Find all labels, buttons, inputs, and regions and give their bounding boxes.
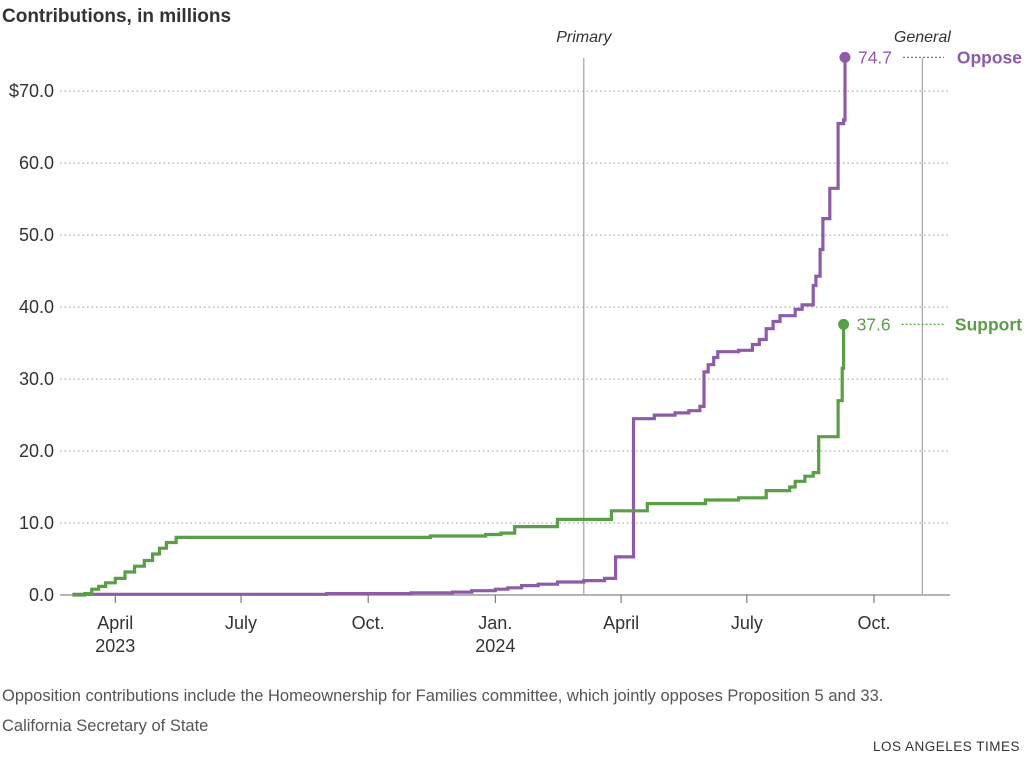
- x-tick-label: April: [97, 613, 133, 633]
- x-tick-label: July: [225, 613, 257, 633]
- event-label-general: General: [894, 29, 951, 46]
- series-end-point-oppose: [839, 51, 851, 63]
- chart-title: Contributions, in millions: [2, 6, 232, 27]
- x-tick-label: Jan.: [478, 613, 512, 633]
- series-line-support: [72, 324, 846, 597]
- x-tick-year: 2024: [475, 636, 515, 656]
- series-end-point-support: [838, 318, 850, 330]
- y-tick-label: $70.0: [9, 81, 54, 101]
- y-tick-label: 40.0: [19, 297, 54, 317]
- series-end-value-support: 37.6: [857, 314, 891, 334]
- y-tick-label: 0.0: [29, 585, 54, 605]
- plot-area: 0.0 10.0 20.0 30.0 40.0 50.0 60.0 $70.0 April 202…: [9, 29, 1022, 656]
- y-tick-label: 50.0: [19, 225, 54, 245]
- source-note: California Secretary of State: [2, 717, 209, 735]
- x-tick-label: Oct.: [352, 613, 385, 633]
- x-tick-label: July: [731, 613, 763, 633]
- y-tick-label: 10.0: [19, 513, 54, 533]
- y-tick-label: 30.0: [19, 369, 54, 389]
- x-tick-label: April: [603, 613, 639, 633]
- x-tick-label: Oct.: [857, 613, 890, 633]
- series-label-support: Support: [955, 314, 1022, 334]
- series-end-value-oppose: 74.7: [858, 47, 892, 67]
- x-tick-year: 2023: [95, 636, 135, 656]
- series-label-oppose: Oppose: [957, 47, 1022, 67]
- event-label-primary: Primary: [556, 29, 612, 46]
- y-tick-label: 20.0: [19, 441, 54, 461]
- series-line-oppose: [72, 57, 847, 596]
- y-tick-label: 60.0: [19, 153, 54, 173]
- footnote: Opposition contributions include the Hom…: [2, 687, 884, 705]
- credit: LOS ANGELES TIMES: [872, 739, 1020, 754]
